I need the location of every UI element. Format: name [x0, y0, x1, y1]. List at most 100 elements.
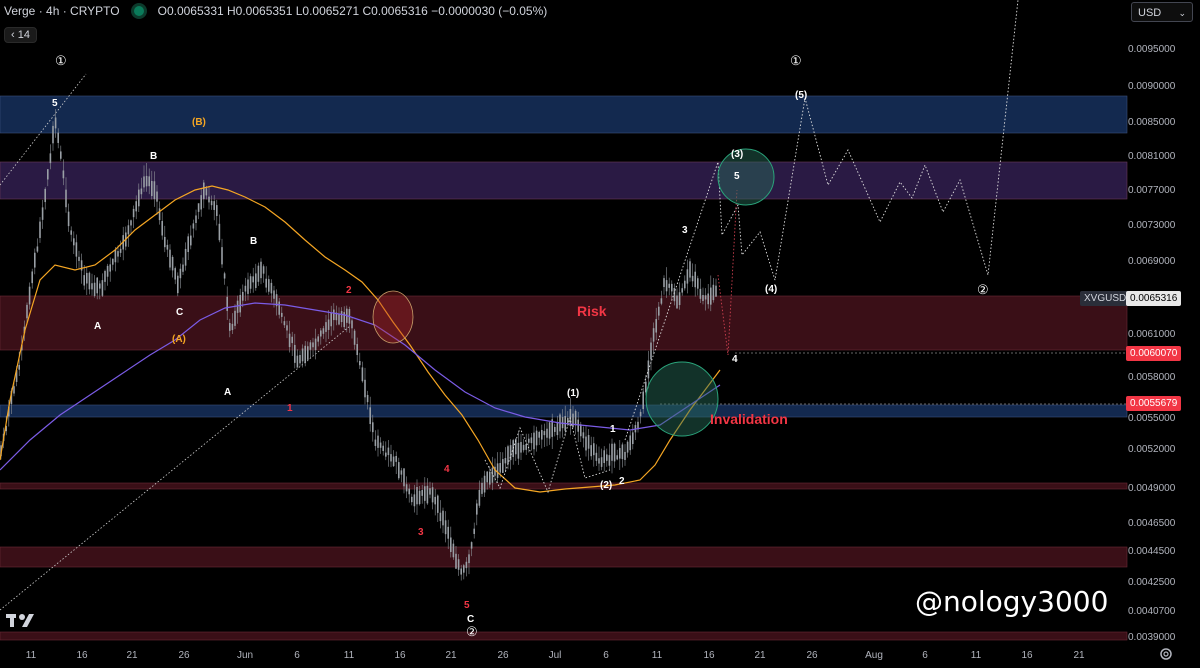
candle-body: [481, 482, 483, 494]
time-tick: 16: [1021, 650, 1033, 661]
indicator-controls[interactable]: ‹ 14: [4, 27, 37, 43]
time-tick: 26: [806, 650, 818, 661]
candle-body: [403, 468, 405, 487]
candle-body: [161, 221, 163, 236]
candle-body: [561, 417, 564, 429]
candle-body: [364, 379, 366, 398]
candle-body: [174, 268, 176, 280]
time-tick: 21: [754, 650, 766, 661]
candle-body: [509, 445, 512, 461]
currency-select[interactable]: USD ⌄: [1131, 2, 1193, 22]
candle-body: [710, 287, 712, 305]
candle-body: [585, 436, 587, 451]
candle-body: [582, 432, 585, 439]
price-tick: 0.0069000: [1128, 256, 1176, 267]
price-tick: 0.0055000: [1128, 413, 1176, 424]
candle-body: [593, 443, 595, 456]
price-tick: 0.0044500: [1128, 546, 1176, 557]
candle-body: [473, 528, 475, 534]
price-tick: 0.0049000: [1128, 483, 1176, 494]
candle-body: [221, 247, 223, 265]
time-tick: 16: [76, 650, 88, 661]
candle-body: [239, 294, 241, 313]
candle-body: [80, 260, 83, 271]
candle-body: [208, 196, 210, 203]
candle-body: [10, 390, 13, 405]
wave-label: (3): [731, 149, 744, 160]
candle-body: [626, 441, 629, 453]
zone-red-low: [0, 546, 1128, 568]
ohlc-readout: O0.0065331 H0.0065351 L0.0065271 C0.0065…: [157, 4, 548, 18]
candle-body: [507, 446, 509, 465]
candle-body: [515, 439, 517, 455]
candle-body: [260, 261, 262, 279]
candle-body: [572, 413, 574, 428]
candle-body: [99, 283, 101, 289]
candle-body: [307, 346, 309, 360]
symbol-title[interactable]: Verge · 4h · CRYPTO: [4, 4, 120, 18]
tradingview-logo-icon[interactable]: [6, 612, 36, 630]
candle-body: [314, 338, 317, 351]
candle-body: [431, 487, 434, 503]
wave-label: B: [250, 236, 258, 247]
candle-body: [606, 454, 608, 461]
candle-body: [273, 290, 275, 299]
candle-body: [166, 244, 169, 250]
candle-body: [655, 319, 657, 333]
wave-label: 5: [734, 171, 740, 182]
invalidation-label: Invalidation: [710, 411, 788, 427]
ma-slow-line: [0, 302, 721, 471]
currency-label: USD: [1138, 7, 1162, 19]
candle-body: [595, 452, 598, 461]
candle-body: [39, 221, 41, 238]
wave-label: 4: [444, 464, 450, 475]
settings-gear-icon[interactable]: [1158, 646, 1174, 662]
candle-body: [244, 285, 247, 292]
candle-body: [543, 431, 546, 436]
candle-body: [491, 467, 494, 483]
candle-body: [624, 451, 626, 460]
candle-body: [171, 256, 174, 271]
wave-label: 5: [464, 600, 470, 611]
candle-body: [645, 381, 647, 393]
wave-label: (2): [600, 480, 613, 491]
candle-body: [499, 463, 501, 473]
candle-body: [15, 370, 18, 382]
time-tick: Jul: [548, 650, 562, 661]
wave-label: (B): [192, 117, 206, 128]
candle-body: [309, 342, 312, 350]
time-tick: 21: [126, 650, 138, 661]
candle-body: [522, 444, 525, 451]
candle-body: [13, 386, 15, 394]
wave-label: 3: [418, 527, 424, 538]
zone-purple: [0, 161, 1128, 200]
candle-body: [577, 419, 579, 432]
candle-body: [658, 306, 660, 316]
candle-body: [405, 484, 408, 492]
candle-body: [463, 565, 465, 573]
candle-body: [535, 430, 538, 446]
candle-body: [468, 554, 470, 564]
candle-body: [590, 445, 592, 457]
candle-body: [151, 181, 153, 197]
candle-body: [520, 441, 522, 453]
candle-body: [28, 286, 31, 305]
candle-body: [611, 443, 613, 461]
candle-body: [31, 271, 33, 284]
candle-body: [192, 223, 195, 229]
candle-body: [512, 440, 514, 458]
candle-body: [179, 268, 182, 279]
candle-body: [494, 466, 496, 476]
time-tick: 26: [497, 650, 509, 661]
candle-body: [278, 301, 280, 315]
candle-body: [88, 272, 91, 290]
symbol-header[interactable]: Verge · 4h · CRYPTO O0.0065331 H0.006535…: [4, 4, 547, 18]
collapse-legend-button[interactable]: ‹ 14: [4, 27, 37, 43]
candle-body: [359, 361, 361, 366]
ma-fast-line: [0, 185, 721, 493]
candle-body: [413, 494, 416, 507]
candle-body: [34, 252, 36, 268]
candle-body: [70, 230, 72, 235]
wave-label-circle-1-projected: ①: [790, 53, 802, 68]
